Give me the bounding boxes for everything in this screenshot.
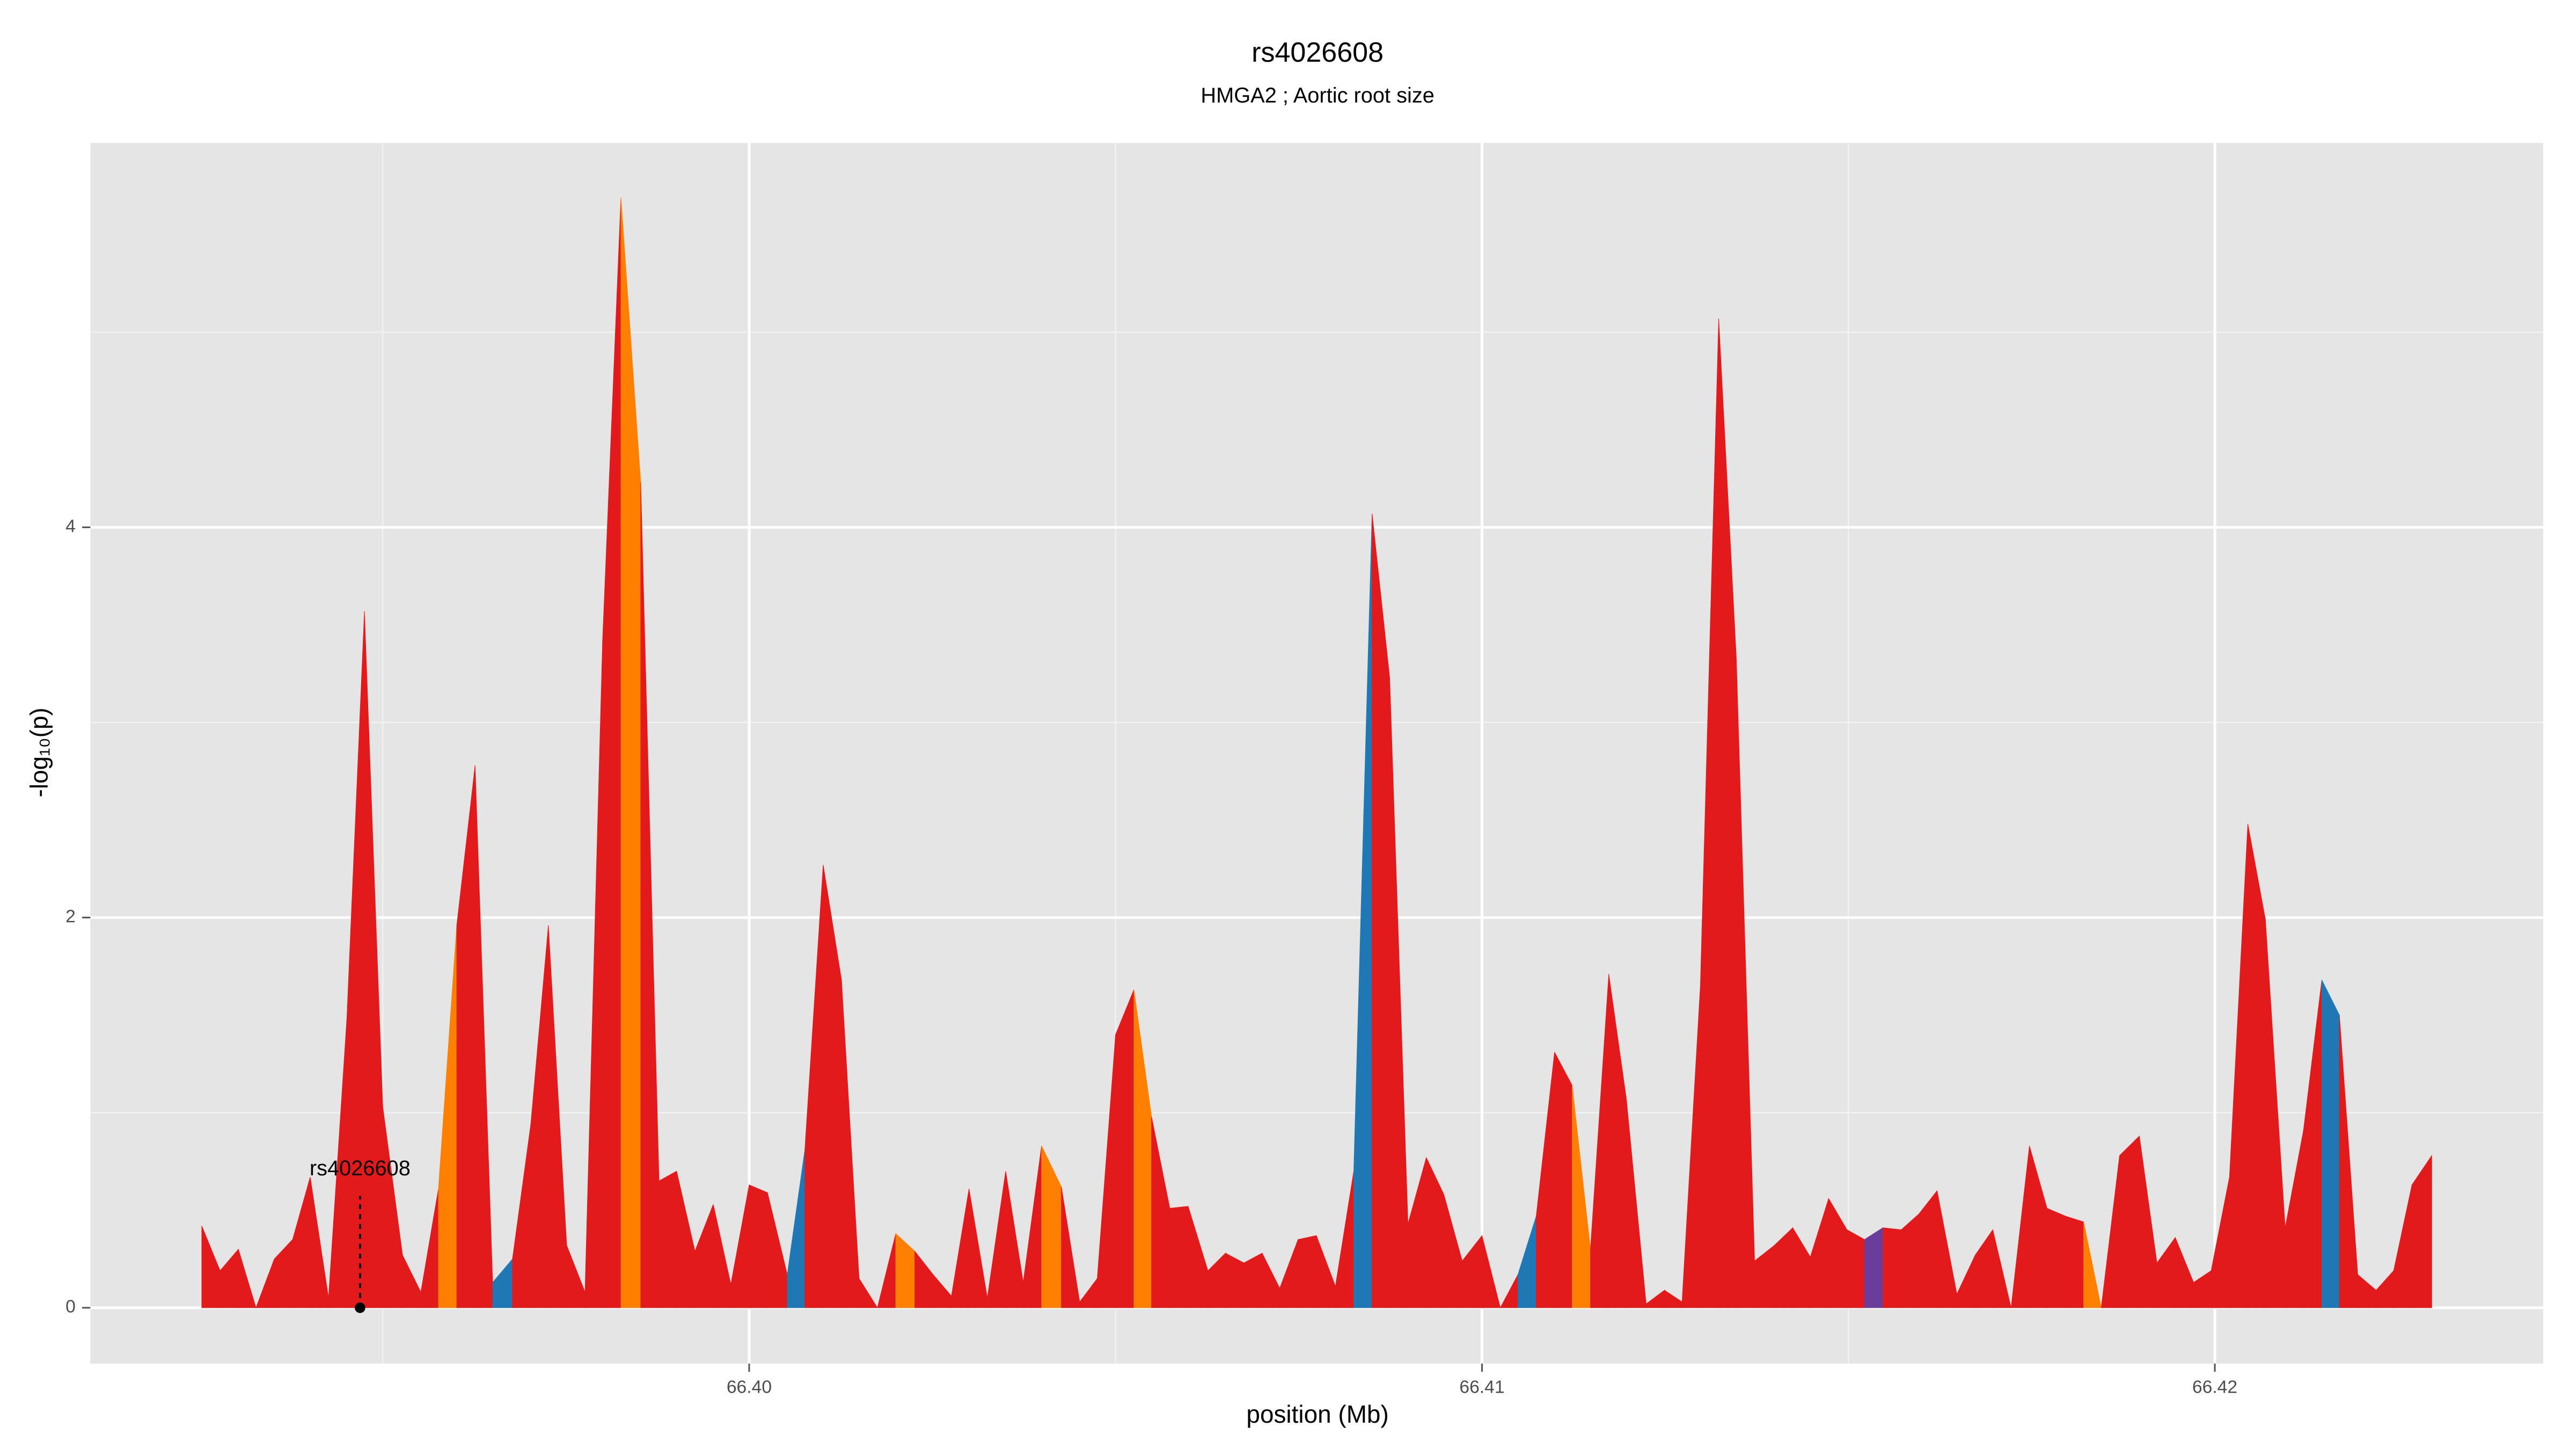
x-tick-label: 66.41 — [1459, 1378, 1504, 1397]
area-segment — [1115, 990, 1135, 1308]
area-segment — [658, 1170, 677, 1308]
annotation-point — [355, 1302, 365, 1313]
area-segment — [2083, 1221, 2102, 1308]
area-segment — [1864, 1227, 1883, 1308]
area-segment — [2065, 1216, 2084, 1308]
area-segment — [1554, 1052, 1572, 1308]
x-axis-label: position (Mb) — [1246, 1400, 1388, 1428]
area-segment — [1225, 1253, 1245, 1308]
area-segment — [1482, 1235, 1501, 1308]
y-axis-label: -log₁₀(p) — [25, 707, 53, 797]
annotation-label: rs4026608 — [310, 1157, 411, 1180]
y-tick-label: 0 — [65, 1297, 76, 1317]
chart-subtitle: HMGA2 ; Aortic root size — [1201, 84, 1435, 107]
area-segment — [238, 1249, 257, 1308]
area-segment — [1243, 1253, 1263, 1308]
area-segment — [1298, 1235, 1317, 1308]
area-segment — [1992, 1230, 2011, 1308]
area-segment — [2321, 979, 2340, 1308]
y-tick-label: 4 — [65, 516, 76, 536]
chart-title: rs4026608 — [1252, 37, 1384, 68]
y-tick-label: 2 — [65, 907, 76, 927]
area-segment — [859, 1277, 878, 1308]
x-tick-label: 66.40 — [727, 1378, 772, 1397]
area-segment — [2046, 1208, 2066, 1308]
x-tick-label: 66.42 — [2192, 1378, 2237, 1397]
area-segment — [1169, 1206, 1189, 1308]
area-segment — [2411, 1154, 2432, 1308]
area-segment — [1847, 1229, 1865, 1308]
area-segment — [1901, 1213, 1919, 1308]
area-segment — [2119, 1135, 2140, 1308]
area-segment — [1882, 1227, 1902, 1308]
area-segment — [749, 1184, 768, 1308]
